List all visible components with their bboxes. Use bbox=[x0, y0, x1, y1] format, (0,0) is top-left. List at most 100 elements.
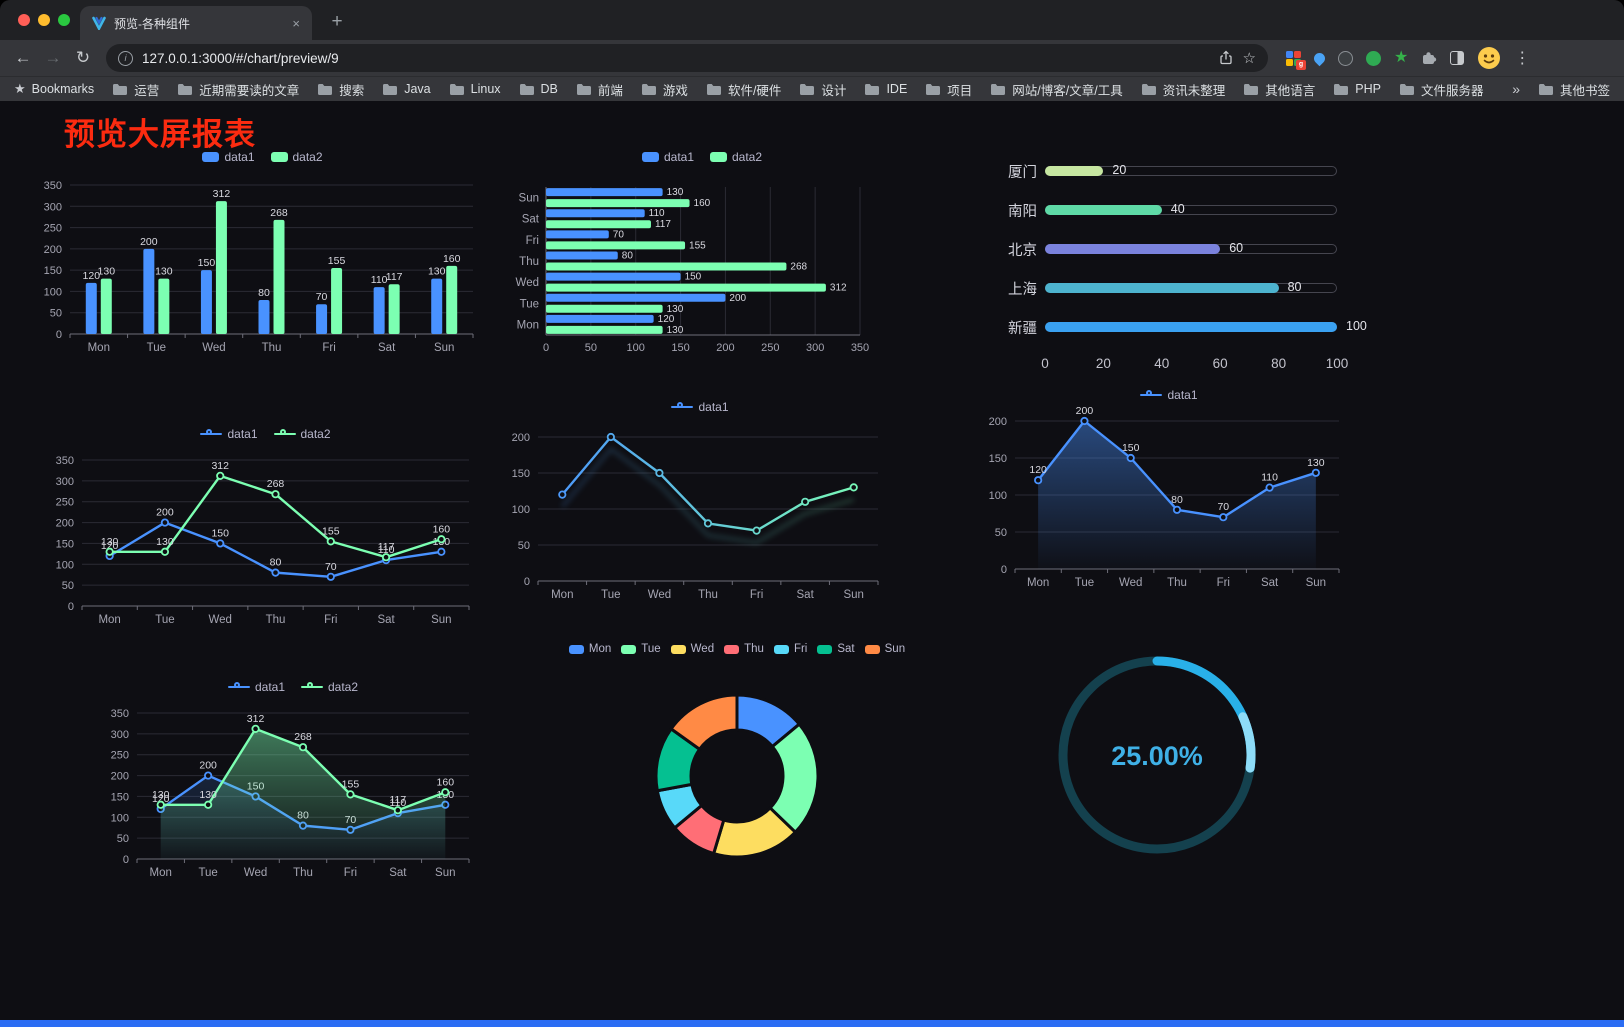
extension-grid-icon[interactable]: g bbox=[1286, 50, 1306, 70]
chart-canvas[interactable]: 25.00% bbox=[1040, 641, 1275, 869]
chart-gauge[interactable]: 25.00% bbox=[1040, 641, 1275, 869]
extension-star-icon[interactable]: ★ bbox=[1394, 49, 1409, 66]
extension-green-dot-icon[interactable] bbox=[1366, 50, 1381, 66]
bookmark-item[interactable]: 近期需要读的文章 bbox=[177, 80, 299, 99]
chart-canvas[interactable]: 0 50 100 150 200 Mon Tue Wed Thu Fri Sat Sun 120 200 1… bbox=[985, 385, 1353, 603]
legend-item-Wed[interactable]: Wed bbox=[670, 643, 714, 655]
progress-row-厦门[interactable]: 厦门 20 bbox=[995, 161, 1367, 181]
legend-item-data1[interactable]: data1 bbox=[200, 427, 258, 441]
bookmark-item[interactable]: Java bbox=[382, 82, 431, 96]
chart-canvas[interactable]: 0 50 100 150 200 250 300 350 Mon Tue Wed Thu Fri Sat S… bbox=[48, 424, 483, 638]
extensions-puzzle-icon[interactable] bbox=[1421, 50, 1437, 66]
bookmarks-overflow-chevron[interactable]: » bbox=[1512, 81, 1520, 97]
share-icon[interactable] bbox=[1218, 50, 1234, 66]
svg-text:300: 300 bbox=[111, 729, 129, 741]
bookmark-item[interactable]: 软件/硬件 bbox=[706, 80, 781, 99]
back-button[interactable]: ← bbox=[14, 48, 32, 67]
bookmark-item[interactable]: 项目 bbox=[925, 80, 972, 99]
svg-text:312: 312 bbox=[213, 188, 231, 200]
legend-item-Sat[interactable]: Sat bbox=[817, 643, 855, 655]
chart-canvas[interactable]: 0 50 100 150 200 250 300 350 Mon Tue Wed Thu Fri Sat S… bbox=[103, 677, 483, 891]
svg-text:117: 117 bbox=[386, 271, 403, 283]
chart-canvas[interactable]: 0 50 100 150 200 Mon Tue Wed Thu Fri Sat Sun bbox=[508, 397, 892, 613]
pie-slice-Sun[interactable] bbox=[669, 693, 739, 751]
legend-item-data2[interactable]: data2 bbox=[273, 427, 331, 441]
bookmark-item[interactable]: IDE bbox=[864, 82, 907, 96]
forward-button[interactable]: → bbox=[44, 48, 62, 67]
chart-area-single[interactable]: data1 0 50 100 150 200 Mon Tue Wed Thu Fri Sat Sun 12… bbox=[985, 385, 1353, 603]
folder-icon bbox=[706, 83, 721, 95]
other-bookmarks[interactable]: 其他书签 bbox=[1538, 80, 1610, 99]
legend-item-data1[interactable]: data1 bbox=[671, 400, 729, 414]
legend-item-data2[interactable]: data2 bbox=[270, 150, 323, 164]
minimize-window-button[interactable] bbox=[38, 14, 50, 26]
svg-text:160: 160 bbox=[694, 198, 711, 209]
legend-item-data1[interactable]: data1 bbox=[227, 680, 285, 694]
folder-icon bbox=[383, 83, 398, 95]
bookmarks-manager[interactable]: ★ Bookmarks bbox=[14, 81, 94, 97]
progress-fill bbox=[1045, 322, 1337, 332]
legend-item-Tue[interactable]: Tue bbox=[621, 643, 661, 655]
chart-canvas[interactable]: 0 50 100 150 200 250 300 350 Mon Tue Wed Thu Fri Sat S… bbox=[40, 147, 485, 363]
chart-grouped-bar-vertical[interactable]: data1 data2 0 50 100 150 200 250 300 350 Mon Tue Wed… bbox=[40, 147, 485, 363]
reload-button[interactable]: ↻ bbox=[75, 48, 91, 67]
chart-grouped-bar-horizontal[interactable]: data1 data2 0 50 100 150 200 250 300 350 Mon 120 130… bbox=[510, 147, 894, 367]
close-window-button[interactable] bbox=[18, 14, 30, 26]
bookmark-item[interactable]: 其他语言 bbox=[1243, 80, 1315, 99]
chart-canvas[interactable] bbox=[558, 637, 916, 869]
browser-menu-icon[interactable]: ⋮ bbox=[1514, 50, 1531, 67]
progress-row-南阳[interactable]: 南阳 40 bbox=[995, 200, 1367, 220]
chart-area-two-series[interactable]: data1 data2 0 50 100 150 200 250 300 350 Mon Tue Wed… bbox=[103, 677, 483, 891]
bookmark-star-icon[interactable]: ☆ bbox=[1242, 49, 1256, 67]
legend-item-data1[interactable]: data1 bbox=[1140, 388, 1198, 402]
folder-icon bbox=[800, 83, 815, 95]
tab-close-icon[interactable]: × bbox=[292, 15, 300, 31]
chart-progress-bars[interactable]: 厦门 20 南阳 40 北京 60 上海 80 新疆 100 0 20 40 60 80 100 bbox=[995, 149, 1367, 389]
legend-item-data1[interactable]: data1 bbox=[641, 150, 694, 164]
chart-line-gradient[interactable]: data1 0 50 100 150 200 Mon Tue Wed Thu Fri Sat Sun bbox=[508, 397, 892, 613]
chart-legend: data1 data2 bbox=[103, 680, 483, 694]
chart-donut[interactable]: Mon Tue Wed Thu Fri Sat Sun bbox=[558, 637, 916, 869]
bookmark-item[interactable]: 前端 bbox=[576, 80, 623, 99]
chart-line-two-series[interactable]: data1 data2 0 50 100 150 200 250 300 350 Mon Tue Wed… bbox=[48, 424, 483, 638]
svg-text:120: 120 bbox=[658, 314, 675, 325]
bookmark-item[interactable]: DB bbox=[519, 82, 558, 96]
svg-text:50: 50 bbox=[62, 580, 74, 592]
progress-row-上海[interactable]: 上海 80 bbox=[995, 278, 1367, 298]
legend-item-data2[interactable]: data2 bbox=[301, 680, 358, 694]
legend-item-Fri[interactable]: Fri bbox=[773, 643, 807, 655]
legend-item-data1[interactable]: data1 bbox=[202, 150, 255, 164]
site-info-icon[interactable]: i bbox=[118, 50, 133, 66]
zoom-window-button[interactable] bbox=[58, 14, 70, 26]
legend-item-data2[interactable]: data2 bbox=[710, 150, 762, 164]
url-text[interactable]: 127.0.0.1:3000/#/chart/preview/9 bbox=[142, 50, 339, 66]
extension-pin-icon[interactable] bbox=[1311, 50, 1328, 66]
window-controls bbox=[18, 14, 70, 26]
browser-tab[interactable]: 预览-各种组件 × bbox=[80, 6, 312, 40]
legend-item-Mon[interactable]: Mon bbox=[568, 643, 611, 655]
svg-text:250: 250 bbox=[111, 750, 129, 762]
progress-row-北京[interactable]: 北京 60 bbox=[995, 239, 1367, 259]
bookmark-item[interactable]: 资讯未整理 bbox=[1141, 80, 1225, 99]
bookmark-item[interactable]: 网站/博客/文章/工具 bbox=[990, 80, 1123, 99]
legend-item-Sun[interactable]: Sun bbox=[864, 643, 905, 655]
profile-avatar[interactable] bbox=[1477, 46, 1501, 70]
bookmark-item[interactable]: PHP bbox=[1333, 82, 1381, 96]
bookmark-item[interactable]: 设计 bbox=[799, 80, 846, 99]
progress-row-新疆[interactable]: 新疆 100 bbox=[995, 317, 1367, 337]
extension-globe-icon[interactable] bbox=[1338, 50, 1353, 66]
address-bar[interactable]: i 127.0.0.1:3000/#/chart/preview/9 ☆ bbox=[106, 44, 1268, 72]
bottom-accent-bar bbox=[0, 1020, 1624, 1027]
bookmark-item[interactable]: 游戏 bbox=[641, 80, 688, 99]
svg-text:0: 0 bbox=[1001, 564, 1007, 576]
bookmark-item[interactable]: Linux bbox=[449, 82, 501, 96]
svg-text:Wed: Wed bbox=[1119, 577, 1142, 589]
side-panel-icon[interactable] bbox=[1450, 51, 1465, 65]
bookmark-item[interactable]: 搜索 bbox=[317, 80, 364, 99]
new-tab-button[interactable]: + bbox=[331, 11, 343, 32]
progress-value: 40 bbox=[1170, 202, 1185, 216]
bookmark-item[interactable]: 运营 bbox=[112, 80, 159, 99]
bookmark-item[interactable]: 文件服务器 bbox=[1399, 80, 1483, 99]
legend-item-Thu[interactable]: Thu bbox=[724, 643, 764, 655]
